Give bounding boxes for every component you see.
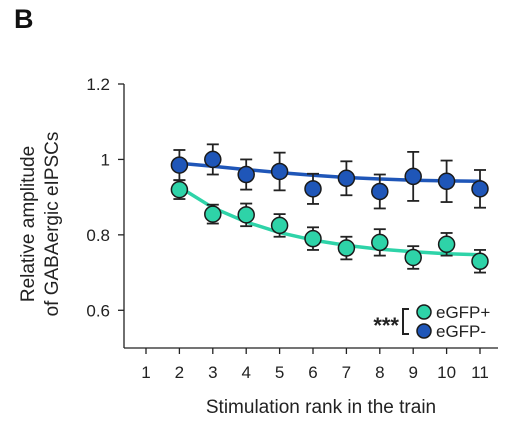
x-tick-label: 3 <box>208 363 217 382</box>
data-point-series-1 <box>304 180 322 198</box>
x-tick-label: 10 <box>437 363 456 382</box>
x-axis-title: Stimulation rank in the train <box>206 397 436 418</box>
data-point-series-0 <box>237 206 255 224</box>
data-point-series-0 <box>270 216 289 235</box>
axis-titles: Stimulation rank in the train Relative am… <box>18 132 436 418</box>
data-point-series-0 <box>170 180 189 199</box>
data-point-series-0 <box>471 252 489 271</box>
data-point-series-1 <box>404 167 422 186</box>
data-point-series-0 <box>304 229 322 248</box>
data-point-series-0 <box>404 248 422 267</box>
data-point-series-1 <box>270 162 289 181</box>
y-axis-title-line-2: of GABAergic eIPSCs <box>42 132 63 317</box>
fit-line-series-1 <box>177 161 482 184</box>
legend: eGFP+eGFP- *** <box>373 303 490 341</box>
fit-lines <box>177 161 482 257</box>
data-point-series-1 <box>437 172 456 191</box>
significance-stars: *** <box>373 313 399 338</box>
axes <box>123 84 498 349</box>
x-tick-label: 5 <box>275 363 284 382</box>
y-tick-label: 0.8 <box>86 226 110 245</box>
legend-marker-series-1 <box>416 323 432 339</box>
data-point-series-1 <box>337 169 356 188</box>
x-tick-label: 1 <box>141 363 150 382</box>
data-point-series-0 <box>337 239 356 257</box>
legend-label-series-1: eGFP- <box>436 322 486 341</box>
data-point-series-0 <box>437 235 456 254</box>
data-point-series-1 <box>237 165 255 184</box>
legend-marker-series-0 <box>416 304 432 320</box>
y-tick-label: 1.2 <box>86 75 110 94</box>
x-tick-label: 4 <box>241 363 250 382</box>
data-point-series-1 <box>471 180 489 198</box>
data-points <box>170 150 489 271</box>
data-point-series-0 <box>204 205 222 223</box>
x-tick-label: 6 <box>308 363 317 382</box>
fit-line-series-0 <box>177 185 482 257</box>
x-tick-label: 9 <box>408 363 417 382</box>
x-tick-label: 8 <box>375 363 384 382</box>
x-tick-label: 2 <box>175 363 184 382</box>
data-point-series-1 <box>204 150 222 169</box>
panel-label: B <box>14 4 34 34</box>
data-point-series-1 <box>170 156 189 174</box>
y-tick-label: 0.6 <box>86 301 110 320</box>
significance-bracket <box>402 308 409 335</box>
x-tick-label: 11 <box>471 363 489 382</box>
data-point-series-0 <box>371 233 389 252</box>
ticks: 0.6 0.8 1 1.2 1 2 3 4 5 6 7 8 9 10 11 <box>86 75 488 382</box>
y-tick-label: 1 <box>101 150 110 169</box>
legend-label-series-0: eGFP+ <box>436 303 490 322</box>
y-axis-title-line-1: Relative amplitude <box>18 146 39 302</box>
data-point-series-1 <box>371 182 389 201</box>
x-tick-label: 7 <box>342 363 351 382</box>
